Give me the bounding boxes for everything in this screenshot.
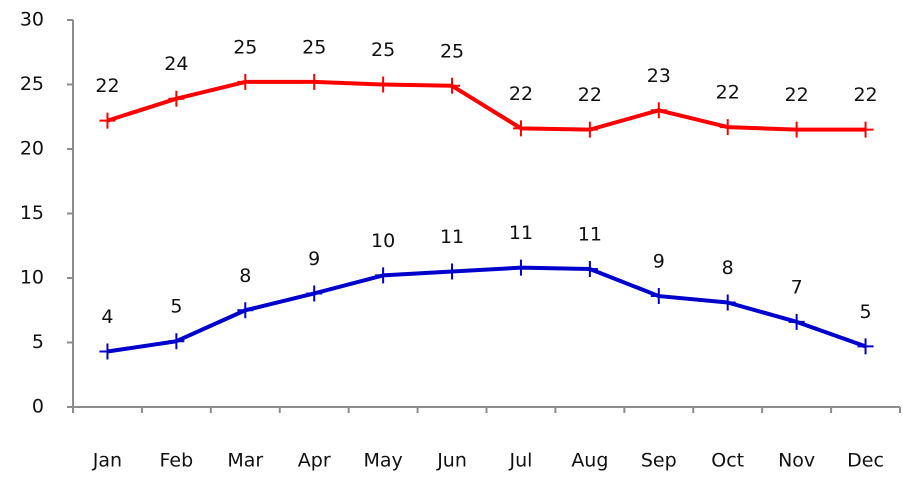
marker <box>99 343 116 360</box>
y-tick-label: 5 <box>32 331 44 353</box>
marker <box>375 267 392 284</box>
marker <box>581 121 598 138</box>
x-tick-label: Oct <box>711 450 744 472</box>
y-tick-label: 15 <box>20 202 44 224</box>
data-label: 22 <box>95 75 119 97</box>
marker <box>719 294 736 311</box>
marker <box>512 259 529 276</box>
x-tick-label: May <box>363 450 402 472</box>
data-label: 11 <box>509 222 533 244</box>
x-tick-label: Mar <box>227 450 263 472</box>
data-label: 22 <box>578 84 602 106</box>
x-tick-label: Aug <box>571 450 608 472</box>
data-label: 23 <box>647 65 671 87</box>
x-tick-label: Jul <box>508 450 532 472</box>
marker <box>581 260 598 277</box>
data-label: 5 <box>170 296 182 318</box>
marker <box>99 112 116 129</box>
x-tick-label: Jan <box>92 450 122 472</box>
x-tick-label: Nov <box>778 450 815 472</box>
x-tick-label: Apr <box>298 450 331 472</box>
data-label: 10 <box>371 230 395 252</box>
marker <box>168 333 185 350</box>
x-tick-label: Dec <box>847 450 884 472</box>
y-tick-label: 20 <box>20 138 44 160</box>
marker <box>788 121 805 138</box>
marker <box>444 263 461 280</box>
data-label: 9 <box>653 251 665 273</box>
marker <box>237 73 254 90</box>
data-label: 7 <box>791 276 803 298</box>
series-line <box>107 265 867 354</box>
data-label: 25 <box>233 36 257 58</box>
marker <box>375 76 392 93</box>
marker <box>168 90 185 107</box>
marker <box>444 77 461 94</box>
marker <box>512 120 529 137</box>
data-label: 11 <box>440 226 464 248</box>
data-label: 25 <box>371 39 395 61</box>
y-tick-label: 10 <box>20 267 44 289</box>
x-tick-label: Sep <box>641 450 677 472</box>
marker <box>306 285 323 302</box>
y-tick-label: 25 <box>20 73 44 95</box>
data-label: 25 <box>302 36 326 58</box>
data-label: 9 <box>308 248 320 270</box>
y-tick-label: 30 <box>20 9 44 31</box>
data-label: 24 <box>164 53 188 75</box>
marker <box>306 73 323 90</box>
x-tick-label: Jun <box>436 450 467 472</box>
data-label: 8 <box>239 265 251 287</box>
data-label: 22 <box>509 83 533 105</box>
series-line <box>106 79 866 132</box>
data-label: 22 <box>716 82 740 104</box>
data-label: 22 <box>785 84 809 106</box>
data-label: 11 <box>578 223 602 245</box>
data-label: 25 <box>440 40 464 62</box>
marker <box>650 102 667 119</box>
marker <box>857 338 874 355</box>
marker <box>237 302 254 319</box>
x-tick-label: Feb <box>160 450 194 472</box>
marker <box>788 313 805 330</box>
marker <box>857 121 874 138</box>
marker <box>719 119 736 136</box>
marker <box>650 288 667 305</box>
data-label: 5 <box>859 301 871 323</box>
data-label: 8 <box>722 257 734 279</box>
data-label: 4 <box>101 306 113 328</box>
y-tick-label: 0 <box>32 396 44 418</box>
data-label: 22 <box>853 84 877 106</box>
